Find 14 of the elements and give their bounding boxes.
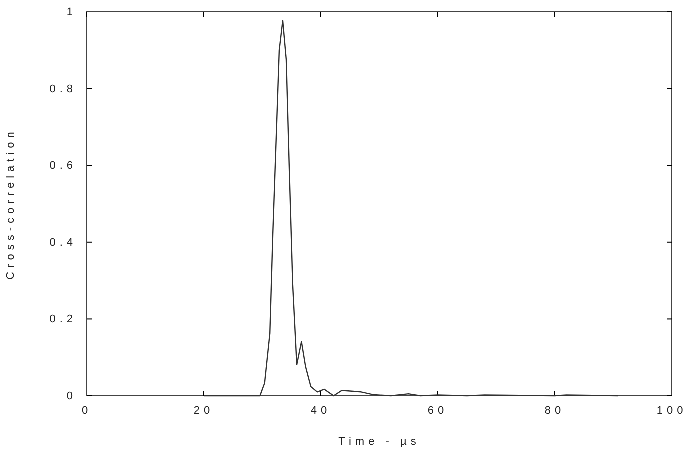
- x-tick-label: 40: [310, 404, 332, 417]
- y-tick-label: 0.2: [50, 314, 77, 326]
- y-tick-label: 0.4: [50, 236, 77, 249]
- x-axis-title: Time - µs: [338, 436, 420, 448]
- x-tick-label: 60: [428, 404, 448, 417]
- y-tick-label: 0.6: [50, 160, 77, 172]
- y-axis-title: Cross-correlation: [5, 128, 17, 280]
- y-tick-label: 0.8: [50, 83, 77, 96]
- y-tick-label: 1: [66, 6, 77, 19]
- x-tick-label: 80: [544, 404, 566, 417]
- x-tick-label: 100: [656, 404, 688, 417]
- x-tick-label: 0: [82, 404, 92, 417]
- x-tick-label: 20: [194, 404, 214, 417]
- y-tick-label: 0: [66, 390, 77, 403]
